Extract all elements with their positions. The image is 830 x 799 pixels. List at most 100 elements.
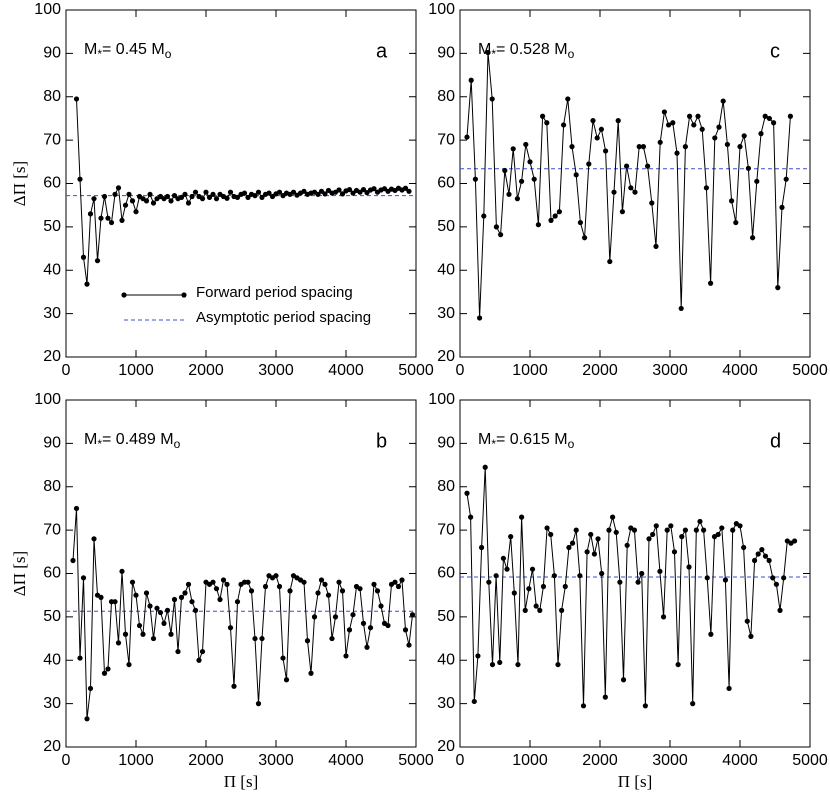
data-point — [751, 557, 758, 564]
data-point — [94, 258, 101, 264]
data-point — [682, 144, 689, 150]
annotation-part: M — [478, 431, 491, 448]
data-point — [126, 191, 132, 197]
data-point — [703, 185, 710, 191]
data-point — [322, 581, 328, 587]
data-point — [766, 557, 772, 564]
data-point — [192, 189, 199, 195]
data-point — [329, 635, 335, 642]
data-point — [514, 196, 521, 202]
data-point — [691, 122, 697, 128]
data-point — [708, 280, 714, 286]
data-point — [182, 191, 188, 197]
y-tick-label: 40 — [437, 261, 455, 278]
data-point — [336, 187, 342, 193]
data-point — [129, 579, 136, 585]
data-point — [147, 603, 153, 609]
data-point — [108, 219, 115, 226]
data-point — [748, 633, 754, 639]
y-tick-label: 90 — [437, 435, 455, 452]
annotation-part: o — [165, 47, 172, 61]
data-point — [715, 531, 721, 538]
data-point — [199, 648, 206, 655]
data-point — [493, 573, 499, 579]
data-point — [642, 703, 648, 709]
mass-annotation: M*= 0.489 Mo — [84, 431, 181, 451]
data-point — [210, 191, 216, 197]
data-point — [276, 583, 283, 590]
data-point — [775, 285, 781, 291]
data-point — [339, 191, 346, 197]
data-point — [77, 176, 83, 182]
data-point — [686, 564, 692, 570]
series-line — [466, 467, 795, 706]
data-point — [105, 666, 111, 672]
data-point — [322, 191, 328, 197]
data-point — [508, 534, 514, 540]
y-tick-label: 50 — [437, 608, 455, 625]
data-point — [266, 190, 272, 196]
x-axis-label: Π [s] — [224, 772, 258, 791]
data-point — [308, 670, 314, 676]
data-point — [143, 590, 150, 596]
data-point — [569, 540, 576, 546]
data-point — [143, 198, 150, 204]
data-point — [657, 139, 663, 145]
x-tick-label: 5000 — [792, 752, 828, 769]
data-point — [133, 209, 139, 215]
data-point — [701, 527, 707, 533]
data-point — [577, 573, 583, 579]
data-point — [80, 254, 87, 260]
x-tick-label: 5000 — [398, 752, 434, 769]
y-tick-label: 80 — [43, 88, 61, 105]
data-point — [301, 579, 307, 585]
data-point — [598, 126, 605, 132]
data-point — [343, 653, 349, 659]
y-tick-label: 80 — [437, 88, 455, 105]
data-point — [77, 655, 83, 661]
data-point — [712, 135, 718, 141]
data-point — [722, 577, 729, 583]
data-point — [552, 213, 558, 219]
data-point — [259, 194, 265, 200]
data-point — [84, 281, 90, 287]
x-tick-label: 2000 — [582, 362, 618, 379]
data-point — [220, 577, 227, 583]
x-tick-label: 3000 — [652, 752, 688, 769]
data-point — [252, 193, 258, 199]
data-point — [234, 599, 241, 605]
annotation-part: M — [478, 41, 491, 58]
data-point — [178, 594, 185, 600]
data-point — [500, 555, 506, 561]
data-point — [754, 178, 760, 184]
data-point — [624, 542, 630, 548]
data-point — [675, 661, 681, 668]
annotation-part: o — [174, 437, 181, 451]
data-point — [586, 161, 592, 167]
y-tick-label: 70 — [437, 521, 455, 538]
data-point — [213, 196, 220, 202]
data-point — [468, 77, 474, 83]
data-point — [122, 202, 129, 208]
x-tick-label: 2000 — [188, 362, 224, 379]
data-point — [506, 191, 512, 197]
data-point — [471, 698, 477, 705]
series-line — [466, 52, 791, 319]
data-point — [115, 640, 122, 646]
data-point — [91, 536, 97, 542]
data-point — [559, 607, 565, 613]
mass-annotation: M*= 0.528 Mo — [478, 41, 575, 61]
x-tick-label: 1000 — [118, 752, 154, 769]
data-point — [276, 189, 283, 195]
data-point — [737, 144, 743, 150]
data-point — [210, 579, 216, 585]
data-point — [311, 614, 318, 620]
data-point — [573, 172, 579, 178]
data-point — [555, 661, 561, 668]
data-point — [406, 642, 412, 648]
data-point — [489, 96, 495, 102]
data-point — [777, 607, 783, 613]
data-point — [533, 603, 539, 609]
data-point — [101, 193, 108, 200]
data-point — [315, 191, 321, 197]
